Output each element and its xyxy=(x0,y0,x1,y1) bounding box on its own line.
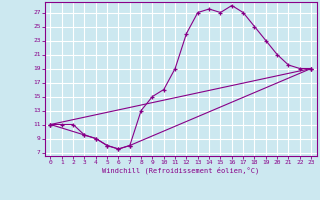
X-axis label: Windchill (Refroidissement éolien,°C): Windchill (Refroidissement éolien,°C) xyxy=(102,167,260,174)
